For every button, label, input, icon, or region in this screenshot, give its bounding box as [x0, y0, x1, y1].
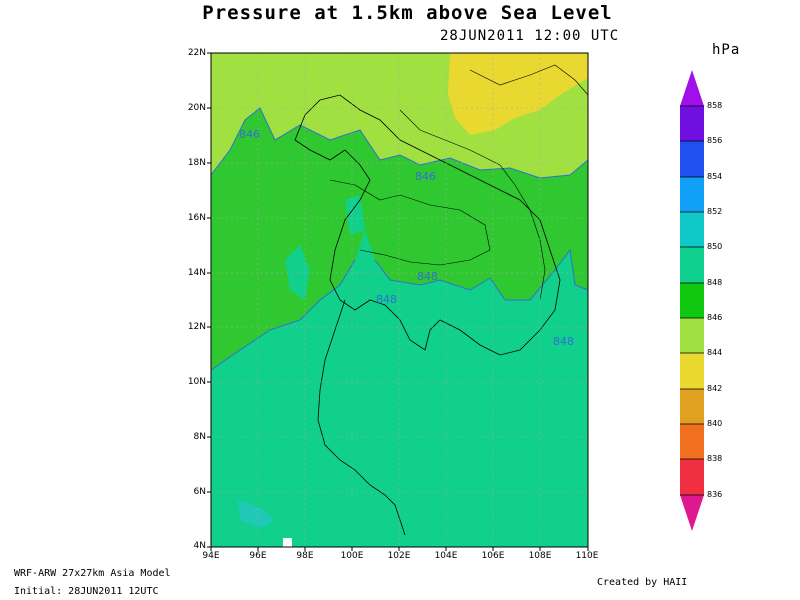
- field-848: [211, 230, 588, 547]
- contour-label: 846: [415, 170, 436, 183]
- colorbar-bin: [680, 318, 704, 353]
- colorbar-bin: [680, 389, 704, 424]
- colorbar-bin: [680, 353, 704, 389]
- contour-label: 848: [553, 335, 574, 348]
- contour-848: [211, 259, 356, 371]
- model-name: WRF-ARW 27x27km Asia Model: [14, 568, 171, 579]
- borders-thailand: [329, 179, 491, 266]
- colorbar-bin: [680, 459, 704, 495]
- gridlines: [211, 53, 588, 547]
- contour-label: 846: [239, 128, 260, 141]
- field-842: [448, 53, 588, 135]
- colorbar-bin: [680, 106, 704, 141]
- y-tick-label: 22N: [187, 48, 206, 58]
- colorbar-label: 854: [707, 172, 723, 181]
- y-tick-label: 12N: [187, 322, 206, 332]
- x-tick-label: 104E: [434, 551, 458, 561]
- y-tick-label: 16N: [187, 213, 206, 223]
- colorbar-label: 838: [707, 454, 723, 463]
- colorbar: [680, 70, 704, 531]
- y-tick-label: 6N: [193, 487, 206, 497]
- y-tick-label: 18N: [187, 158, 206, 168]
- coastline-south-china: [469, 64, 588, 96]
- colorbar-top-arrow: [680, 70, 704, 106]
- chart-datetime: 28JUN2011 12:00 UTC: [440, 28, 620, 44]
- contour-846: [211, 107, 588, 179]
- coastline-peninsula: [317, 299, 406, 536]
- colorbar-bin: [680, 283, 704, 318]
- colorbar-label: 842: [707, 384, 723, 393]
- colorbar-bin: [680, 177, 704, 212]
- borders-indochina: [294, 94, 561, 356]
- x-tick-label: 96E: [249, 551, 267, 561]
- y-tick-label: 20N: [187, 103, 206, 113]
- initial-time: Initial: 28JUN2011 12UTC: [14, 586, 159, 597]
- y-tick-label: 8N: [193, 432, 206, 442]
- credit: Created by HAII: [597, 577, 688, 588]
- colorbar-label: 852: [707, 207, 723, 216]
- colorbar-bin: [680, 247, 704, 283]
- x-tick-label: 102E: [387, 551, 411, 561]
- borders-laos-vietnam: [399, 109, 546, 301]
- x-tick-label: 98E: [296, 551, 314, 561]
- colorbar-label: 858: [707, 101, 723, 110]
- tick-marks: [207, 52, 589, 551]
- colorbar-bottom-arrow: [680, 495, 704, 531]
- colorbar-units: hPa: [712, 42, 741, 58]
- field-848-inland: [345, 195, 365, 235]
- colorbar-label: 836: [707, 490, 723, 499]
- missing-data-patch: [283, 538, 292, 547]
- colorbar-label: 850: [707, 242, 723, 251]
- x-tick-label: 100E: [340, 551, 364, 561]
- colorbar-bin: [680, 141, 704, 177]
- colorbar-label: 844: [707, 348, 723, 357]
- colorbar-label: 856: [707, 136, 723, 145]
- y-tick-label: 10N: [187, 377, 206, 387]
- contour-label: 848: [417, 270, 438, 283]
- colorbar-label: 840: [707, 419, 723, 428]
- field-848-west: [285, 245, 310, 300]
- y-tick-label: 14N: [187, 268, 206, 278]
- chart-title: Pressure at 1.5km above Sea Level: [202, 2, 613, 24]
- colorbar-label: 846: [707, 313, 723, 322]
- contour-label: 848: [376, 293, 397, 306]
- colorbar-bin: [680, 212, 704, 247]
- colorbar-label: 848: [707, 278, 723, 287]
- field-850-south: [238, 500, 275, 528]
- x-tick-label: 108E: [528, 551, 552, 561]
- colorbar-bin: [680, 424, 704, 459]
- contour-848-east: [374, 248, 588, 301]
- x-tick-label: 110E: [575, 551, 599, 561]
- x-tick-label: 94E: [202, 551, 220, 561]
- y-tick-label: 4N: [193, 541, 206, 551]
- x-tick-label: 106E: [481, 551, 505, 561]
